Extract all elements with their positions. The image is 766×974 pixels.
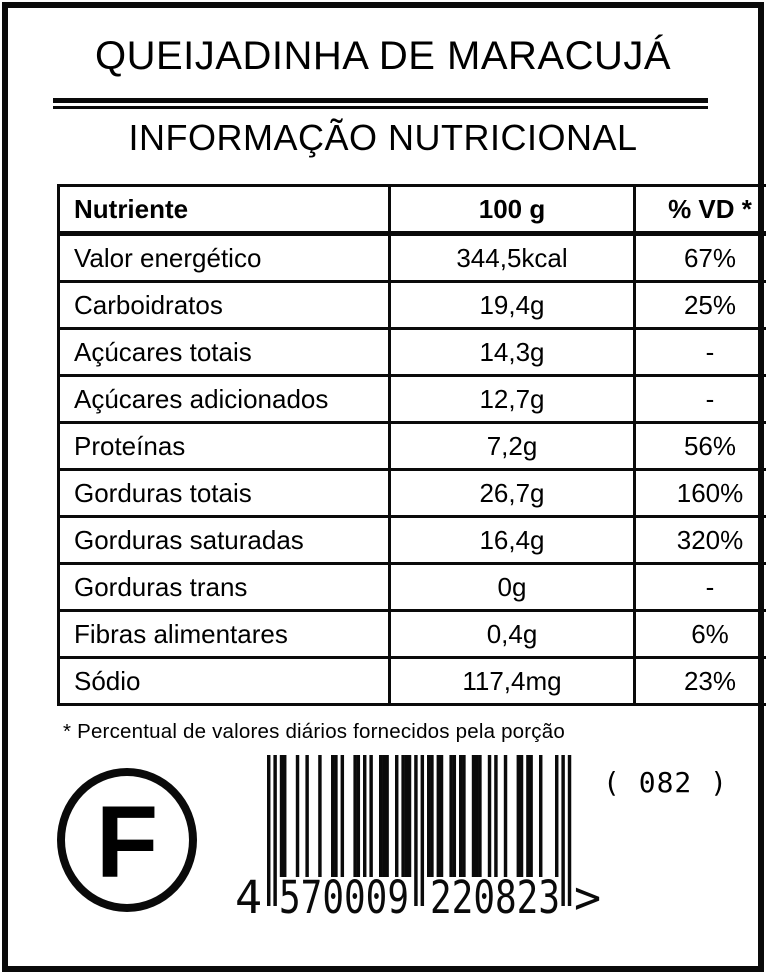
nutrient-amount: 0,4g bbox=[388, 609, 636, 659]
table-row: Gorduras trans 0g - bbox=[57, 562, 766, 612]
header-amount: 100 g bbox=[388, 184, 636, 236]
table-row: Proteínas 7,2g 56% bbox=[57, 421, 766, 471]
table-row: Fibras alimentares 0,4g 6% bbox=[57, 609, 766, 659]
nutrition-table-body: Valor energético 344,5kcal 67% Carboidra… bbox=[57, 232, 766, 706]
batch-code: ( 082 ) bbox=[603, 766, 729, 799]
table-row: Gorduras saturadas 16,4g 320% bbox=[57, 515, 766, 565]
nutrient-dv: 25% bbox=[633, 280, 766, 330]
nutrient-dv: 67% bbox=[633, 232, 766, 283]
nutrient-amount: 0g bbox=[388, 562, 636, 612]
table-row: Carboidratos 19,4g 25% bbox=[57, 280, 766, 330]
nutrient-name: Fibras alimentares bbox=[57, 609, 391, 659]
barcode-digit-suffix: > bbox=[574, 871, 601, 921]
nutrition-table-header: Nutriente 100 g % VD * bbox=[57, 184, 766, 236]
rule-line-top bbox=[53, 98, 708, 103]
header-nutrient: Nutriente bbox=[57, 184, 391, 236]
nutrient-amount: 26,7g bbox=[388, 468, 636, 518]
bottom-section: F 4 570009 220823 > ( 082 ) bbox=[8, 8, 758, 966]
footnote: * Percentual de valores diários fornecid… bbox=[63, 720, 565, 743]
barcode-digit-first: 4 bbox=[235, 871, 262, 921]
nutrient-name: Sódio bbox=[57, 656, 391, 706]
nutrient-name: Valor energético bbox=[57, 232, 391, 283]
nutrient-dv: 320% bbox=[633, 515, 766, 565]
nutrient-amount: 16,4g bbox=[388, 515, 636, 565]
double-rule-divider bbox=[53, 98, 708, 109]
table-row: Sódio 117,4mg 23% bbox=[57, 656, 766, 706]
header-dv: % VD * bbox=[633, 184, 766, 236]
rule-line-bottom bbox=[53, 106, 708, 109]
nutrient-dv: 23% bbox=[633, 656, 766, 706]
nutrient-name: Gorduras totais bbox=[57, 468, 391, 518]
product-title: QUEIJADINHA DE MARACUJÁ bbox=[94, 34, 672, 78]
nutrient-amount: 344,5kcal bbox=[388, 232, 636, 283]
nutrient-name: Gorduras saturadas bbox=[57, 515, 391, 565]
f-certification-stamp: F bbox=[57, 768, 197, 912]
nutrient-amount: 7,2g bbox=[388, 421, 636, 471]
table-row: Açúcares totais 14,3g - bbox=[57, 327, 766, 377]
nutrition-table: Nutriente 100 g % VD * Valor energético … bbox=[57, 184, 766, 706]
f-stamp-letter: F bbox=[95, 785, 159, 899]
nutrient-amount: 12,7g bbox=[388, 374, 636, 424]
table-row: Açúcares adicionados 12,7g - bbox=[57, 374, 766, 424]
nutrient-name: Açúcares adicionados bbox=[57, 374, 391, 424]
nutrient-amount: 117,4mg bbox=[388, 656, 636, 706]
nutrient-dv: 56% bbox=[633, 421, 766, 471]
nutrient-name: Carboidratos bbox=[57, 280, 391, 330]
barcode-digits-group1: 570009 bbox=[279, 871, 409, 921]
nutrient-dv: 160% bbox=[633, 468, 766, 518]
barcode-digits-group2: 220823 bbox=[430, 871, 560, 921]
nutrient-name: Açúcares totais bbox=[57, 327, 391, 377]
nutrient-dv: 6% bbox=[633, 609, 766, 659]
barcode: 4 570009 220823 > bbox=[235, 755, 601, 921]
table-row: Valor energético 344,5kcal 67% bbox=[57, 232, 766, 283]
nutrient-dv: - bbox=[633, 374, 766, 424]
inner-frame: QUEIJADINHA DE MARACUJÁ INFORMAÇÃO NUTRI… bbox=[4, 4, 766, 970]
nutrient-name: Gorduras trans bbox=[57, 562, 391, 612]
barcode-bars bbox=[267, 755, 572, 906]
table-row: Gorduras totais 26,7g 160% bbox=[57, 468, 766, 518]
nutrient-amount: 14,3g bbox=[388, 327, 636, 377]
header-row: Nutriente 100 g % VD * bbox=[57, 184, 766, 236]
nutrient-dv: - bbox=[633, 562, 766, 612]
nutrient-amount: 19,4g bbox=[388, 280, 636, 330]
nutrient-dv: - bbox=[633, 327, 766, 377]
nutrient-name: Proteínas bbox=[57, 421, 391, 471]
section-title: INFORMAÇÃO NUTRICIONAL bbox=[128, 117, 638, 158]
